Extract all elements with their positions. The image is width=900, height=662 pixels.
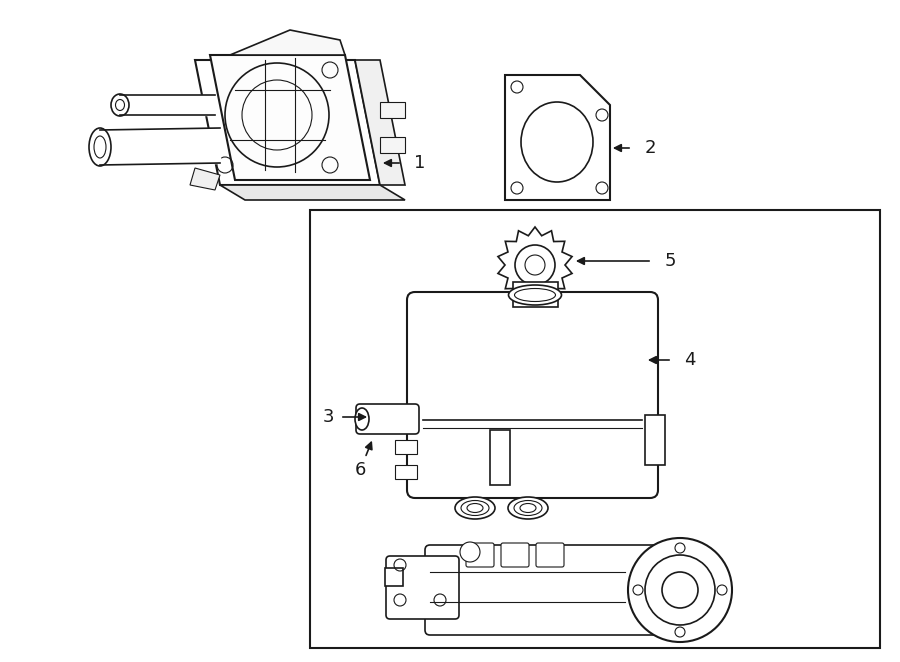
Ellipse shape	[355, 408, 369, 430]
Text: 6: 6	[355, 461, 365, 479]
Polygon shape	[380, 137, 405, 153]
Ellipse shape	[89, 128, 111, 166]
Polygon shape	[190, 168, 220, 190]
Text: 3: 3	[322, 408, 334, 426]
Bar	[395, 440, 417, 454]
Polygon shape	[513, 283, 557, 303]
Bar	[385, 568, 403, 586]
Bar	[310, 210, 880, 648]
FancyBboxPatch shape	[466, 543, 494, 567]
Circle shape	[460, 542, 480, 562]
FancyBboxPatch shape	[536, 543, 564, 567]
Polygon shape	[355, 60, 405, 185]
Ellipse shape	[508, 285, 562, 305]
Text: 5: 5	[664, 252, 676, 270]
Circle shape	[628, 538, 732, 642]
FancyBboxPatch shape	[501, 543, 529, 567]
Text: 2: 2	[644, 139, 656, 157]
Ellipse shape	[514, 500, 542, 516]
Bar	[490, 430, 510, 485]
Ellipse shape	[508, 497, 548, 519]
Polygon shape	[210, 55, 370, 180]
FancyBboxPatch shape	[386, 556, 459, 619]
Ellipse shape	[461, 500, 489, 516]
Bar	[645, 415, 665, 465]
Polygon shape	[380, 102, 405, 118]
Polygon shape	[498, 227, 572, 303]
FancyBboxPatch shape	[425, 545, 665, 635]
Polygon shape	[505, 75, 610, 200]
Ellipse shape	[111, 94, 129, 116]
FancyBboxPatch shape	[356, 404, 419, 434]
Ellipse shape	[455, 497, 495, 519]
FancyBboxPatch shape	[407, 292, 658, 498]
Bar	[395, 465, 417, 479]
Circle shape	[645, 555, 715, 625]
Polygon shape	[220, 185, 405, 200]
Text: 1: 1	[414, 154, 426, 172]
Text: 4: 4	[684, 351, 696, 369]
Circle shape	[515, 245, 555, 285]
Bar	[513, 282, 558, 307]
Polygon shape	[210, 30, 345, 55]
